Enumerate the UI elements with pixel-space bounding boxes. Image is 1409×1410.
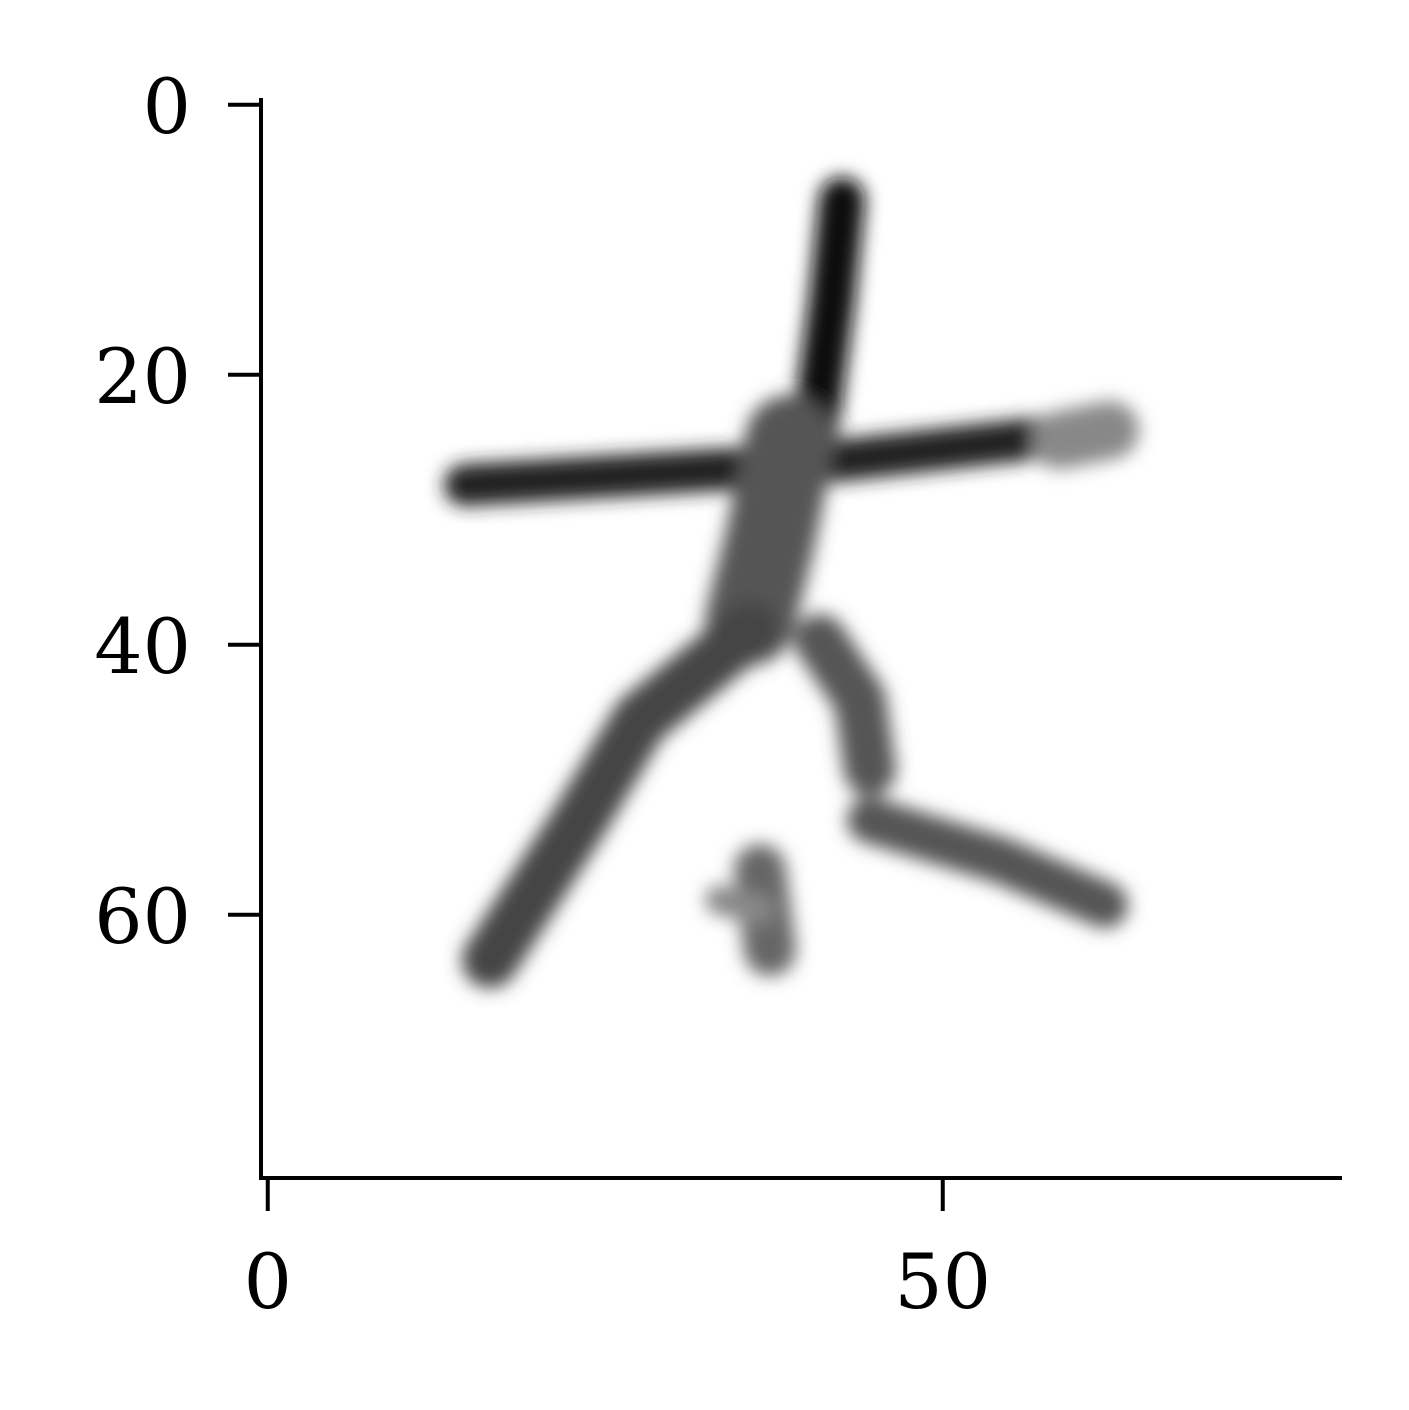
y-tick-label: 0 xyxy=(143,62,191,151)
spine xyxy=(259,98,1342,1180)
y-tick-label: 20 xyxy=(94,332,191,421)
x-tick-label: 50 xyxy=(894,1237,991,1326)
image xyxy=(444,177,1139,988)
axes xyxy=(259,98,1342,1180)
y-tick-label: 40 xyxy=(94,602,191,691)
y-tick-label: 60 xyxy=(94,872,191,961)
x-tick-label: 0 xyxy=(244,1237,292,1326)
